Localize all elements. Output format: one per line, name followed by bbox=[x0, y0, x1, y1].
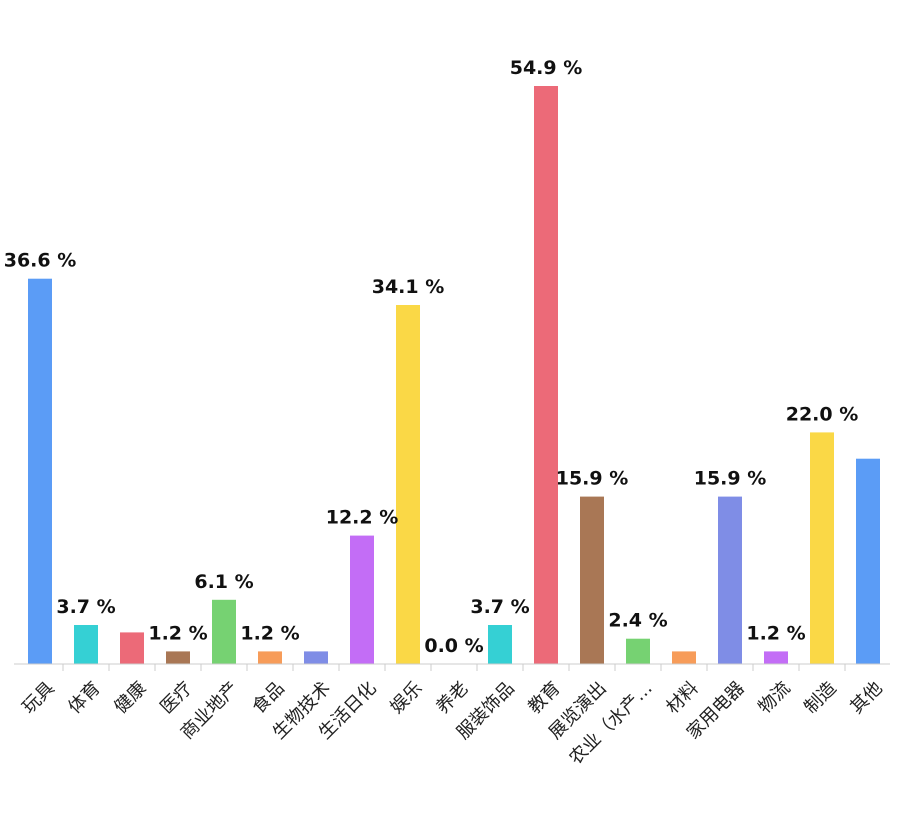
category-tick-label: 娱乐 bbox=[386, 678, 426, 718]
category-tick-label: 材料 bbox=[662, 678, 702, 718]
value-label: 34.1 % bbox=[372, 276, 445, 298]
bar-5 bbox=[258, 651, 282, 664]
value-label: 3.7 % bbox=[56, 596, 115, 618]
category-tick-label: 教育 bbox=[524, 678, 564, 718]
bar-6 bbox=[304, 651, 328, 664]
bar-11 bbox=[534, 86, 558, 664]
bar-16 bbox=[764, 651, 788, 664]
category-tick-label: 物流 bbox=[754, 678, 794, 718]
category-tick-label: 食品 bbox=[248, 678, 288, 718]
value-label: 2.4 % bbox=[608, 610, 667, 632]
bar-0 bbox=[28, 278, 52, 664]
value-labels: 36.6 % 3.7 % 1.2 % 6.1 % 1.2 % 12.2 % 34.1 % 0.… bbox=[4, 57, 859, 657]
value-label: 1.2 % bbox=[746, 622, 805, 644]
bar-18 bbox=[856, 458, 880, 664]
value-label: 15.9 % bbox=[694, 468, 767, 490]
category-tick-label: 玩具 bbox=[18, 678, 58, 718]
category-tick-label: 养老 bbox=[432, 678, 472, 718]
category-tick-label: 制造 bbox=[800, 678, 840, 718]
bar-17 bbox=[810, 432, 834, 664]
bar-1 bbox=[74, 625, 98, 664]
category-tick-label: 其他 bbox=[846, 678, 886, 718]
value-label: 0.0 % bbox=[424, 635, 483, 657]
category-tick-label: 健康 bbox=[110, 678, 150, 718]
bar-15 bbox=[718, 496, 742, 664]
bar-12 bbox=[580, 496, 604, 664]
bar-7 bbox=[350, 535, 374, 664]
value-label: 1.2 % bbox=[240, 622, 299, 644]
value-label: 15.9 % bbox=[556, 468, 629, 490]
bar-4 bbox=[212, 599, 236, 664]
category-tick-label: 体育 bbox=[64, 678, 104, 718]
bar-10 bbox=[488, 625, 512, 664]
value-label: 6.1 % bbox=[194, 571, 253, 593]
bars-layer bbox=[28, 86, 880, 664]
value-label: 36.6 % bbox=[4, 250, 77, 272]
bar-2 bbox=[120, 632, 144, 664]
bar-3 bbox=[166, 651, 190, 664]
value-label: 3.7 % bbox=[470, 596, 529, 618]
bar-13 bbox=[626, 638, 650, 664]
value-label: 54.9 % bbox=[510, 57, 583, 79]
bar-8 bbox=[396, 305, 420, 664]
value-label: 12.2 % bbox=[326, 507, 399, 529]
x-axis bbox=[14, 663, 890, 671]
value-label: 22.0 % bbox=[786, 403, 859, 425]
bar-14 bbox=[672, 651, 696, 664]
category-tick-label: 医疗 bbox=[156, 678, 196, 718]
value-label: 1.2 % bbox=[148, 622, 207, 644]
